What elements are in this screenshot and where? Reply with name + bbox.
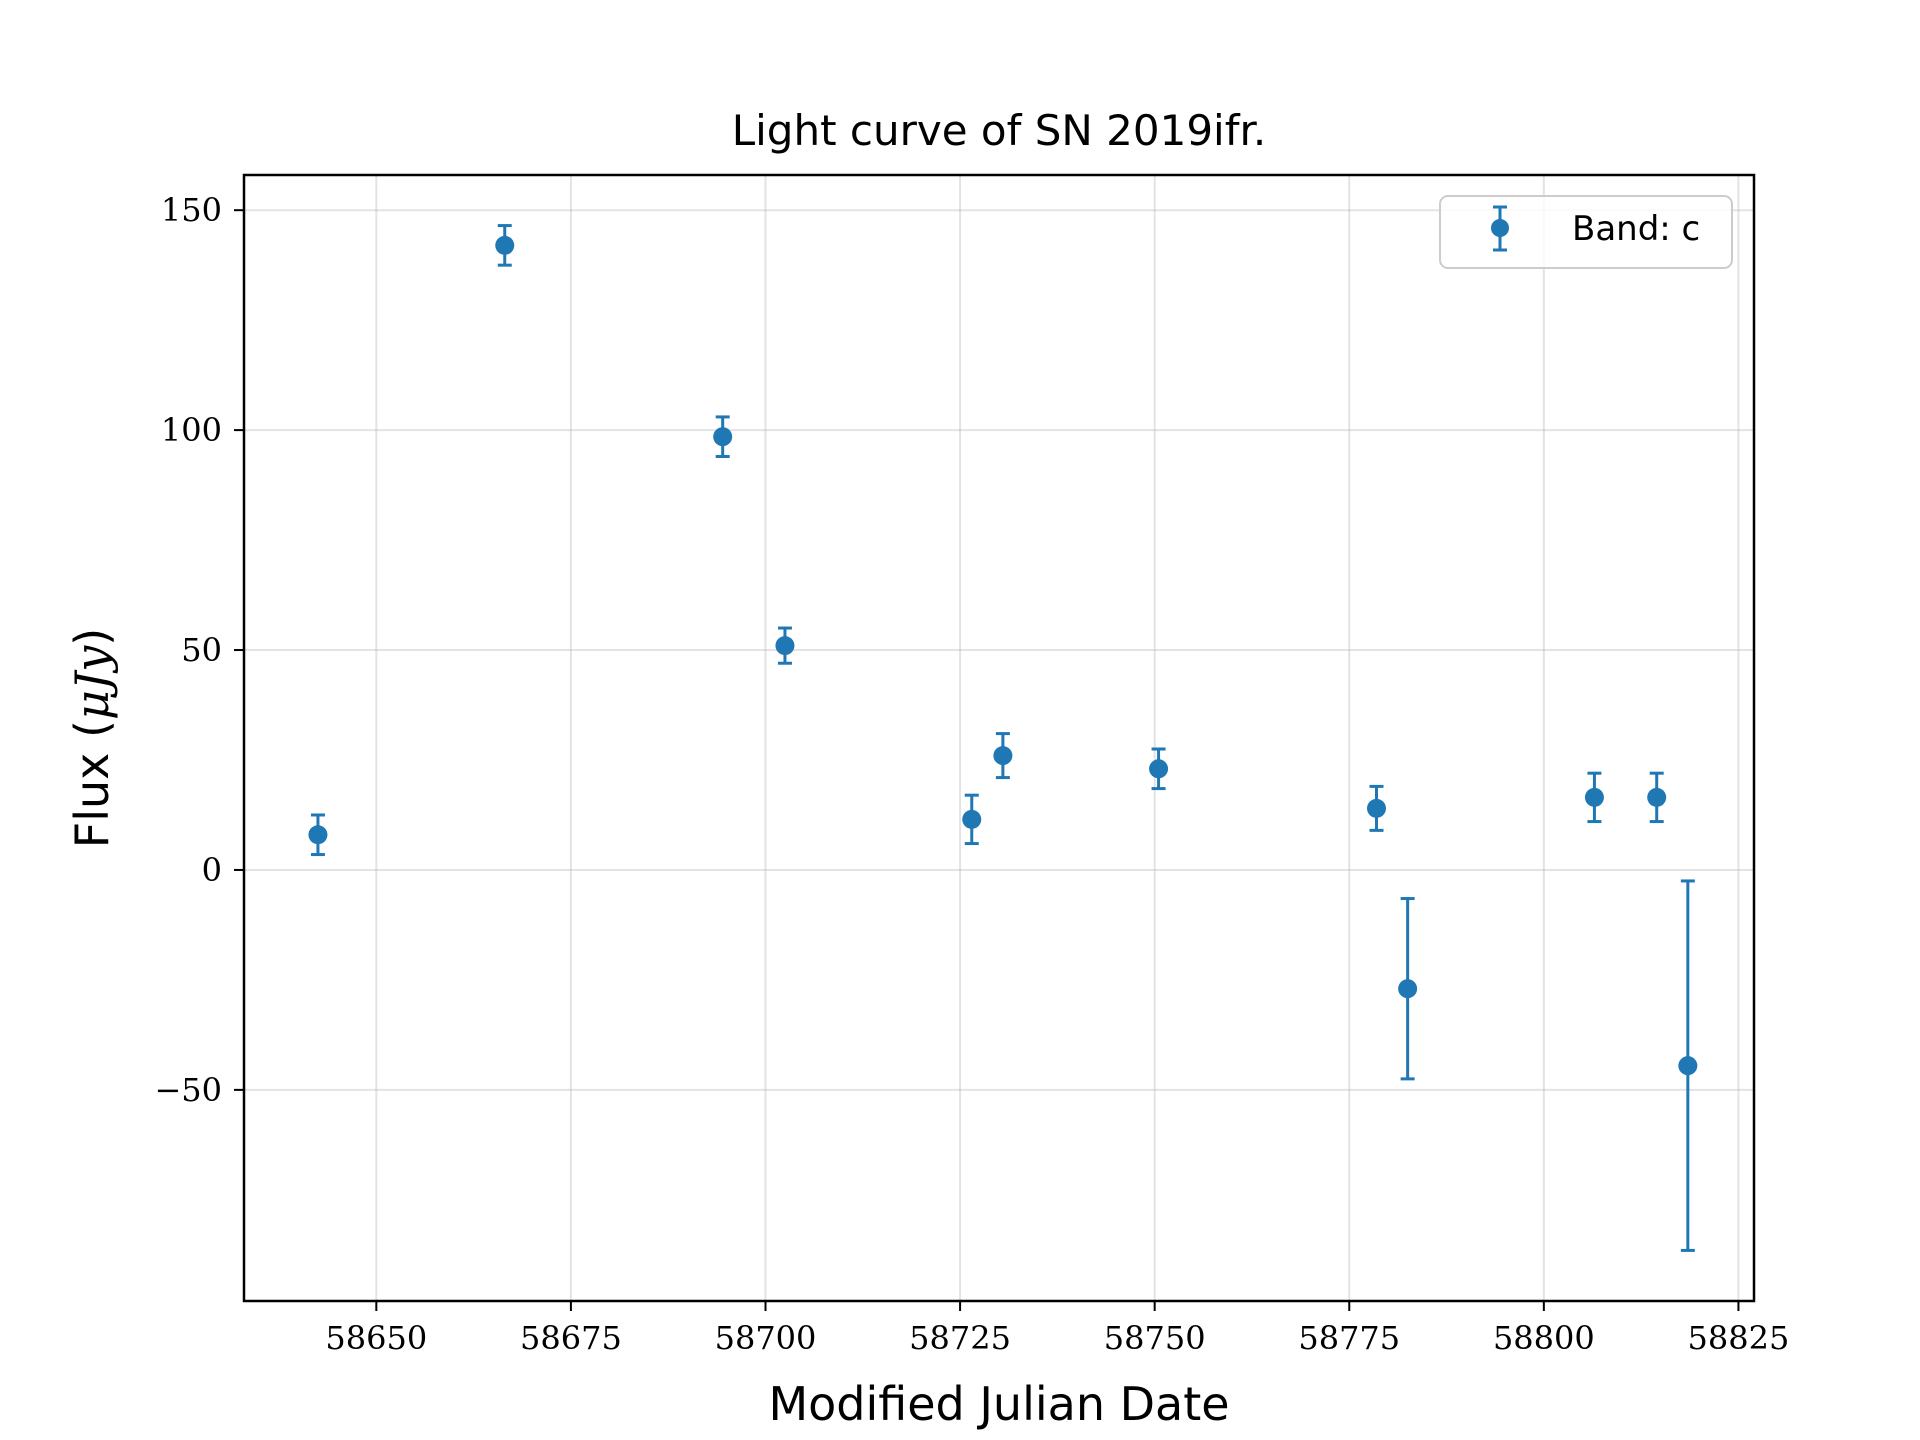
point-marker	[1584, 787, 1604, 807]
data-point	[1584, 771, 1604, 824]
x-tick-label: 58675	[520, 1319, 622, 1357]
point-marker	[1367, 798, 1386, 818]
legend-marker	[1491, 219, 1509, 237]
data-point	[1149, 747, 1169, 791]
point-marker	[308, 825, 328, 845]
point-marker	[1647, 787, 1667, 807]
plot-frame	[242, 173, 1756, 1303]
x-tick-label: 58825	[1688, 1319, 1790, 1357]
point-marker	[775, 636, 795, 656]
data-points	[308, 224, 1698, 1252]
data-point	[1398, 897, 1418, 1081]
legend-label: Band: c	[1572, 209, 1700, 249]
grid-lines	[244, 175, 1754, 1301]
point-marker	[962, 809, 982, 829]
data-point	[495, 224, 515, 267]
point-marker	[1398, 979, 1418, 999]
x-axis-ticks: 58650 58675 58700 58725 58750 58775 58800 58825	[325, 1301, 1789, 1357]
y-axis-label-suffix: )	[65, 628, 119, 646]
x-tick-label: 58775	[1298, 1319, 1400, 1357]
x-tick-label: 58800	[1493, 1319, 1595, 1357]
data-point	[962, 793, 982, 846]
data-point	[1678, 879, 1698, 1252]
point-marker	[713, 427, 733, 447]
y-tick-label: 150	[161, 191, 222, 229]
data-point	[713, 415, 733, 458]
y-tick-label: −50	[154, 1071, 222, 1109]
point-marker	[1149, 759, 1169, 779]
y-tick-label: 100	[161, 411, 222, 449]
y-tick-label: 0	[202, 851, 222, 889]
y-axis-label-prefix: Flux (	[65, 720, 119, 848]
y-axis-label: Flux (μJy)	[65, 628, 119, 848]
x-axis-label: Modified Julian Date	[768, 1377, 1229, 1431]
legend: Band: c	[1439, 195, 1733, 269]
point-marker	[993, 746, 1013, 766]
x-tick-label: 58700	[715, 1319, 817, 1357]
y-tick-label: 50	[181, 631, 222, 669]
chart-title: Light curve of SN 2019ifr.	[732, 106, 1267, 155]
data-point	[308, 813, 328, 857]
x-tick-label: 58725	[909, 1319, 1011, 1357]
y-axis-ticks: −50 0 50 100 150	[154, 191, 244, 1109]
data-point	[1647, 771, 1667, 824]
x-tick-label: 58750	[1104, 1319, 1206, 1357]
data-point	[1367, 784, 1386, 832]
x-tick-label: 58650	[325, 1319, 427, 1357]
data-point	[775, 626, 795, 665]
legend-box	[1439, 195, 1733, 269]
point-marker	[495, 235, 515, 255]
y-axis-label-unit: μJy	[65, 645, 119, 720]
point-marker	[1678, 1056, 1698, 1076]
data-point	[993, 732, 1013, 780]
